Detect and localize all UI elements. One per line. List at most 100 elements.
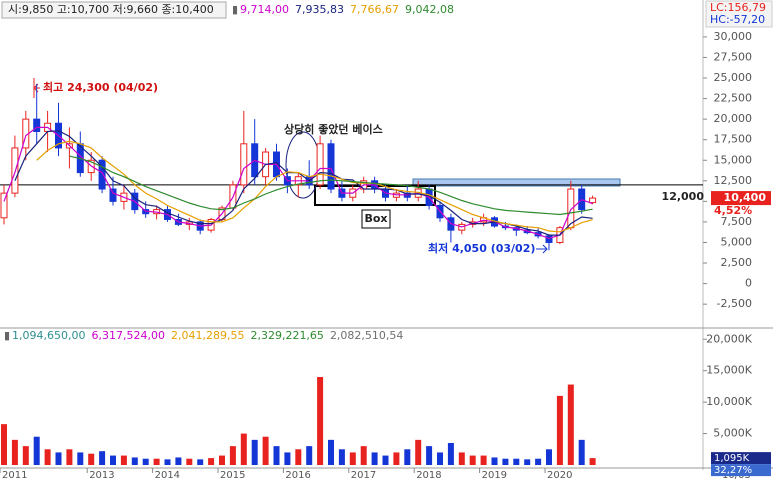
volume-bar: [469, 455, 476, 465]
last-volume-label: 1,095K: [714, 453, 750, 464]
legend-entry: 9,714,00: [240, 3, 289, 16]
last-price-box: [711, 191, 771, 206]
volume-bar: [513, 458, 520, 465]
volume-bar: [393, 452, 400, 465]
volume-bar: [535, 458, 542, 465]
volume-bar: [502, 458, 509, 465]
volume-bar: [415, 439, 422, 465]
reference-label: 12,000: [662, 190, 705, 203]
volume-bar: [131, 457, 138, 465]
price-tick-label: 5,000: [721, 235, 753, 248]
volume-bar: [426, 446, 433, 465]
volume-bar: [110, 455, 116, 465]
volume-bar: [360, 446, 367, 465]
price-tick-label: 0: [745, 277, 752, 290]
x-tick-label: 2011: [2, 470, 27, 481]
annotation: 최저 4,050 (03/02): [428, 241, 535, 255]
price-tick-label: 20,000: [714, 112, 753, 125]
annotation: 상당히 좋았던 베이스: [284, 122, 383, 136]
resistance-zone: [412, 178, 621, 187]
volume-bar: [99, 451, 106, 465]
volume-bar: [262, 436, 269, 465]
volume-bar: [382, 455, 389, 465]
volume-bar: [589, 458, 596, 465]
volume-bar: [22, 446, 29, 465]
candle-body: [589, 197, 597, 204]
volume-bar: [186, 458, 193, 465]
volume-bar: [306, 446, 313, 465]
volume-bar: [240, 433, 247, 465]
candle-body: [109, 188, 117, 202]
legend-entry: 9,042,08: [405, 3, 454, 16]
legend-entry: 2,041,289,55: [171, 329, 244, 342]
volume-bar: [524, 459, 531, 465]
x-tick-label: 2015: [220, 470, 245, 481]
legend-marker: ▮: [232, 3, 238, 16]
volume-bar: [480, 455, 487, 465]
last-price-label: 10,400: [724, 191, 767, 204]
annotation: Box: [364, 212, 387, 225]
ohlc-header: 시:9,850 고:10,700 저:9,660 종:10,400: [8, 3, 214, 16]
volume-bar: [556, 395, 563, 465]
volume-bar: [546, 449, 552, 465]
price-tick-label: 27,500: [714, 50, 753, 63]
volume-bar: [88, 453, 95, 465]
volume-bar: [437, 452, 443, 465]
lc-label: LC:156,79: [710, 1, 766, 14]
price-tick-label: 15,000: [714, 153, 753, 166]
annotation: 최고 24,300 (04/02): [43, 80, 158, 94]
box-label-frame: [361, 209, 391, 229]
legend-entry: 2,329,221,65: [250, 329, 323, 342]
volume-bar: [44, 449, 51, 465]
candle-body: [316, 143, 324, 186]
price-tick-label: 7,500: [721, 215, 753, 228]
volume-bar: [175, 457, 182, 465]
volume-bar: [567, 384, 574, 465]
volume-bar: [208, 458, 215, 465]
candle-body: [33, 118, 41, 132]
volume-bar: [317, 377, 324, 465]
volume-bar: [447, 443, 454, 465]
volume-bar: [77, 452, 84, 465]
volume-bar: [578, 439, 585, 465]
candle-body: [545, 235, 553, 243]
volume-ratio-box: [711, 464, 771, 477]
x-tick-label: 2013: [89, 470, 114, 481]
x-tick-label: 2017: [351, 470, 376, 481]
volume-bar: [251, 439, 258, 465]
volume-bar: [458, 452, 465, 465]
legend-marker: ▮: [4, 329, 10, 342]
volume-bar: [120, 455, 127, 465]
candle-body: [240, 143, 248, 186]
volume-tick-label: 10,000K: [706, 395, 752, 408]
ohlc-box: [1, 1, 227, 19]
price-tick-label: 22,500: [714, 92, 753, 105]
volume-bar: [273, 446, 280, 465]
volume-bar: [371, 452, 378, 465]
x-tick-label: 2016: [285, 470, 310, 481]
volume-bar: [328, 439, 334, 465]
volume-tick-label: 5,000K: [713, 427, 752, 440]
legend-entry: 7,766,67: [350, 3, 399, 16]
hc-label: HC:-57,20: [710, 13, 765, 26]
volume-bar: [66, 449, 73, 465]
x-tick-label: 2020: [547, 470, 572, 481]
candle-body: [0, 192, 8, 219]
legend-entry: 6,317,524,00: [91, 329, 164, 342]
price-tick-label: 17,500: [714, 133, 753, 146]
price-tick-label: -2,500: [717, 297, 752, 310]
lc-hc-box: [705, 0, 773, 28]
volume-bar: [219, 455, 225, 465]
volume-bar: [55, 452, 62, 465]
volume-tick-label: 15,000K: [706, 364, 752, 377]
price-tick-label: 2,500: [721, 256, 753, 269]
volume-bar: [491, 457, 498, 465]
price-tick-label: 25,000: [714, 71, 753, 84]
legend-entry: 7,935,83: [295, 3, 344, 16]
candle-body: [327, 143, 335, 190]
volume-bar: [11, 439, 18, 465]
volume-bar: [284, 452, 291, 465]
volume-tick-label: 20,000K: [706, 332, 752, 345]
